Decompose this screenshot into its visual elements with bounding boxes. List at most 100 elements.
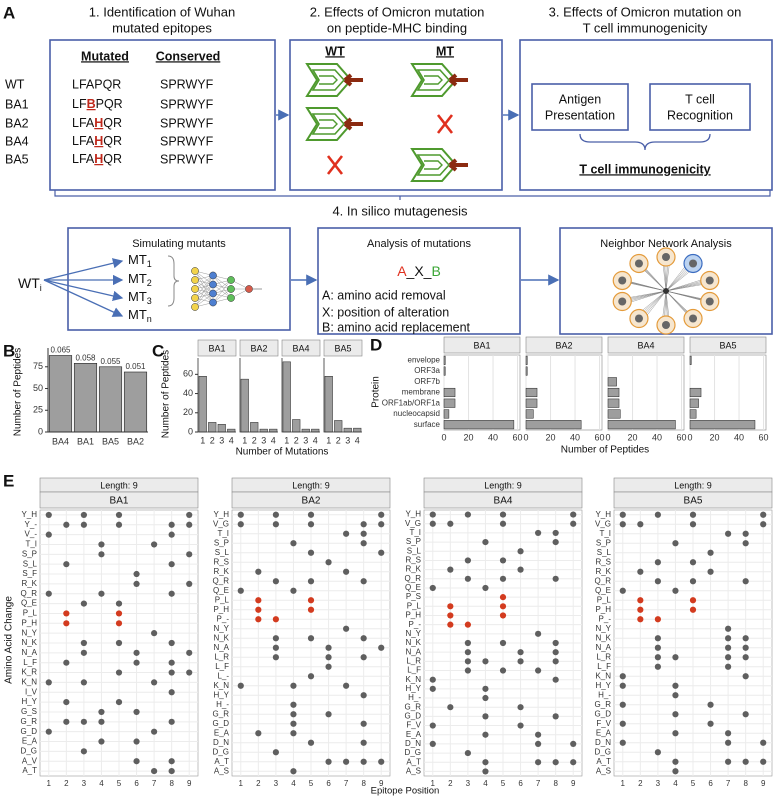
- y-tick-label: R_K: [213, 567, 229, 576]
- bar: [443, 398, 456, 408]
- bar: [443, 420, 515, 430]
- x-tick-label: 4: [355, 435, 360, 445]
- x-tick-label: 3: [274, 779, 279, 788]
- nn-node: [191, 303, 199, 311]
- dot: [552, 639, 559, 647]
- x-tick-label: 0: [687, 432, 692, 442]
- inner-box: [531, 83, 629, 131]
- x-tick-label: 8: [743, 779, 748, 788]
- x-tick-label: 5: [117, 779, 122, 788]
- bar: [250, 422, 259, 433]
- nn-node: [191, 276, 199, 284]
- dot: [325, 711, 332, 718]
- sequence: LFAHQR: [72, 116, 122, 130]
- sequence: LFAHQR: [72, 134, 122, 148]
- sequence: LFBPQR: [72, 97, 123, 111]
- column-header: Mutated: [81, 49, 129, 63]
- bracket: [54, 190, 771, 200]
- box-text: T cell: [685, 92, 715, 106]
- y-tick-label: Y_H: [595, 510, 611, 519]
- mutant-sub: 3: [147, 296, 152, 306]
- x-tick-label: 0: [523, 432, 528, 442]
- dot: [619, 739, 626, 746]
- bar: [525, 409, 534, 419]
- x-tick-label: 2: [64, 779, 69, 788]
- dot: [63, 521, 70, 528]
- nn-edge: [212, 279, 232, 303]
- dot: [429, 722, 436, 729]
- y-tick-label: G_R: [213, 709, 230, 718]
- dot: [654, 749, 661, 756]
- dot: [360, 758, 367, 765]
- x-tick-label: 3: [219, 435, 224, 445]
- sequence: SPRWYF: [160, 152, 214, 166]
- dot: [168, 767, 175, 775]
- x-tick-label: 8: [553, 779, 558, 788]
- dot: [672, 730, 679, 737]
- y-tick-label: R_K: [405, 565, 421, 574]
- dot: [725, 635, 732, 642]
- highlight-dot: [255, 597, 262, 604]
- bar: [525, 398, 538, 408]
- step-title: on peptide-MHC binding: [327, 20, 467, 35]
- mutant-label: MT2: [128, 271, 152, 288]
- mutant-sub: n: [147, 314, 152, 324]
- x-tick-label: 5: [501, 779, 506, 788]
- dot: [360, 654, 367, 661]
- y-tick-label: V_G: [405, 519, 421, 528]
- charts: 02550750.065BA40.058BA10.055BA50.051BA2N…: [4, 336, 773, 796]
- y-tick-label: H_-: [408, 693, 421, 702]
- dot: [535, 667, 542, 674]
- dot: [237, 521, 244, 528]
- dot: [360, 739, 367, 746]
- highlight-dot: [272, 616, 279, 623]
- y-tick-label: S_L: [407, 546, 422, 555]
- y-tick-label: P_-: [409, 620, 422, 629]
- y-tick-label: Q_E: [21, 599, 37, 608]
- nn-node: [227, 285, 235, 293]
- x-tick-label: 6: [708, 779, 713, 788]
- y-tick-label: N_A: [595, 643, 611, 652]
- bar: [607, 398, 620, 408]
- bar: [292, 419, 301, 433]
- dot: [552, 759, 559, 766]
- y-tick-label: Y_H: [213, 510, 229, 519]
- y-axis-label: Number of Peptides: [13, 348, 24, 436]
- panel-label: A: [3, 3, 15, 22]
- dot: [133, 659, 140, 666]
- facet-strip: [607, 336, 685, 354]
- dot: [482, 685, 489, 692]
- column-header: MT: [436, 44, 454, 58]
- seq-part: QR: [103, 116, 122, 130]
- dot: [290, 540, 297, 547]
- dot: [325, 559, 332, 566]
- legend-text: B: amino acid replacement: [322, 320, 471, 334]
- bar: [334, 420, 343, 433]
- dot: [272, 635, 279, 642]
- nn-node: [209, 280, 217, 289]
- y-tick-label: V_-: [25, 530, 38, 539]
- nn-node: [191, 294, 199, 302]
- pattern: A_X_B: [397, 263, 441, 279]
- x-tick-label: 40: [570, 432, 580, 442]
- y-tick-label: Q_R: [213, 576, 230, 585]
- dot: [482, 768, 489, 775]
- y-tick-label: surface: [414, 420, 441, 429]
- panel: [607, 354, 685, 431]
- net-edge: [665, 278, 706, 292]
- bar: [607, 377, 617, 387]
- y-tick-label: R_S: [405, 556, 421, 565]
- dot: [447, 520, 454, 527]
- dot: [742, 540, 749, 547]
- mutant-residue: B: [87, 97, 96, 111]
- y-tick-label: G_D: [21, 727, 38, 736]
- x-tick-label: 60: [677, 432, 687, 442]
- highlight-dot: [447, 603, 454, 610]
- dot: [80, 679, 87, 686]
- y-tick-label: N_Y: [213, 624, 229, 633]
- dot: [98, 738, 105, 745]
- dot: [517, 658, 524, 665]
- facet-label: BA1: [473, 340, 490, 350]
- dot: [517, 566, 524, 573]
- neural-net-icon: [191, 267, 262, 311]
